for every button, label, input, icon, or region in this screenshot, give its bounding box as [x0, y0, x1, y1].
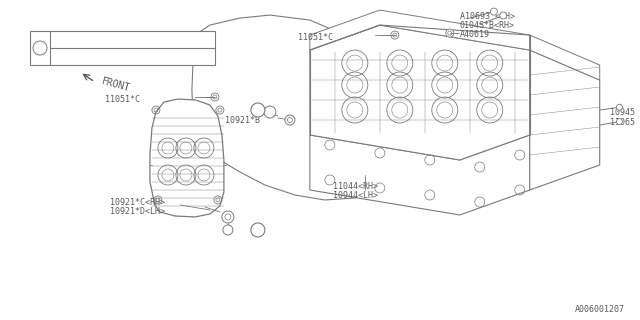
Text: FRONT: FRONT [100, 76, 131, 94]
Polygon shape [150, 99, 224, 217]
FancyBboxPatch shape [30, 31, 215, 65]
Text: 11051*C: 11051*C [105, 94, 140, 104]
Text: 0104S*B<RH>: 0104S*B<RH> [460, 20, 515, 29]
Circle shape [446, 29, 454, 37]
Circle shape [264, 106, 276, 118]
Circle shape [33, 41, 47, 55]
Text: 10921*D<LH>: 10921*D<LH> [110, 207, 165, 216]
Text: 11065: 11065 [610, 117, 635, 126]
Text: 10945: 10945 [610, 108, 635, 116]
Polygon shape [192, 15, 420, 200]
Circle shape [223, 225, 233, 235]
Text: A60656 (-'08MY0710): A60656 (-'08MY0710) [55, 35, 143, 44]
Text: 10921*C<RH>: 10921*C<RH> [110, 198, 165, 207]
Polygon shape [530, 50, 600, 190]
Circle shape [222, 211, 234, 223]
Circle shape [251, 223, 265, 237]
Circle shape [500, 12, 507, 19]
Circle shape [285, 115, 295, 125]
Text: A40619: A40619 [460, 29, 490, 38]
Text: 11044<RH>: 11044<RH> [333, 182, 378, 191]
Polygon shape [310, 135, 530, 215]
Text: ③: ③ [255, 226, 260, 235]
Polygon shape [310, 10, 530, 50]
Text: ③: ③ [37, 44, 43, 52]
Text: A006001207: A006001207 [575, 305, 625, 315]
Circle shape [211, 93, 219, 101]
Circle shape [616, 118, 623, 124]
Circle shape [251, 103, 265, 117]
Circle shape [490, 8, 497, 15]
Circle shape [391, 31, 399, 39]
Text: 0104S*D ('08MY0710- ): 0104S*D ('08MY0710- ) [55, 52, 152, 61]
Text: 10944<LH>: 10944<LH> [333, 191, 378, 201]
Circle shape [616, 104, 623, 110]
Text: A10693 <LH>: A10693 <LH> [460, 12, 515, 20]
Text: ③: ③ [255, 106, 260, 115]
Polygon shape [310, 25, 530, 160]
Polygon shape [530, 35, 600, 80]
Text: 11051*C: 11051*C [298, 33, 333, 42]
Text: 10921*B: 10921*B [225, 116, 260, 124]
